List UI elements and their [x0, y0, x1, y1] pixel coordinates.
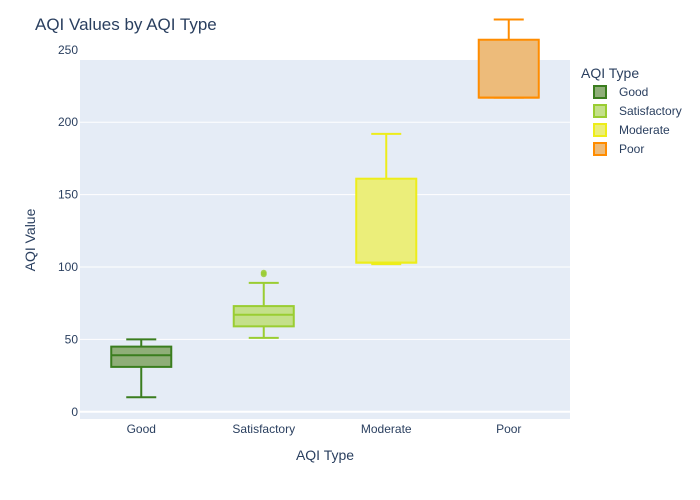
y-tick-label: 150 [58, 188, 78, 202]
box-iqr [232, 305, 295, 328]
x-tick-label: Moderate [361, 422, 412, 436]
chart-title: AQI Values by AQI Type [35, 15, 217, 34]
legend-label: Poor [619, 142, 644, 156]
x-axis-title: AQI Type [296, 447, 354, 463]
box-iqr [355, 177, 418, 264]
legend-label: Satisfactory [619, 104, 682, 118]
legend-item-moderate: Moderate [593, 123, 670, 137]
legend-item-poor: Poor [593, 142, 644, 156]
legend-item-good: Good [593, 85, 648, 99]
y-tick-labels: 0 50 100 150 200 250 [58, 43, 78, 419]
x-tick-label: Satisfactory [232, 422, 295, 436]
x-tick-label: Poor [496, 422, 521, 436]
box-traces [110, 18, 540, 399]
outlier-point [260, 269, 267, 276]
legend-item-satisfactory: Satisfactory [593, 104, 682, 118]
y-tick-label: 250 [58, 43, 78, 57]
y-axis-title: AQI Value [22, 208, 38, 271]
x-tick-label: Good [127, 422, 156, 436]
x-tick-labels: Good Satisfactory Moderate Poor [127, 422, 522, 436]
legend-swatch [593, 142, 607, 156]
legend-title: AQI Type [581, 65, 639, 81]
legend-label: Good [619, 85, 648, 99]
box-poor [477, 18, 540, 99]
box-moderate [355, 132, 418, 266]
legend: AQI Type Good Satisfactory Moderate Poor [581, 65, 682, 156]
legend-label: Moderate [619, 123, 670, 137]
y-tick-label: 50 [65, 332, 79, 346]
box-good [110, 338, 173, 399]
y-tick-label: 0 [71, 405, 78, 419]
y-tick-label: 200 [58, 115, 78, 129]
legend-swatch [593, 104, 607, 118]
legend-swatch [593, 123, 607, 137]
legend-swatch [593, 85, 607, 99]
y-tick-label: 100 [58, 260, 78, 274]
box-satisfactory [232, 269, 295, 339]
box-iqr [477, 38, 540, 99]
box-iqr [110, 345, 173, 368]
